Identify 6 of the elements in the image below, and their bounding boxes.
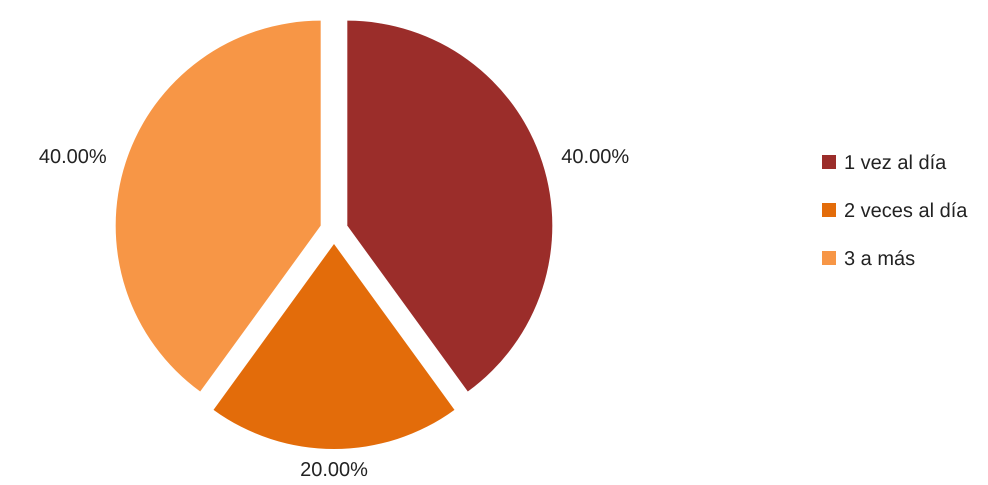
data-label: 40.00%: [38, 146, 107, 168]
legend-label: 2 veces al día: [844, 200, 968, 222]
data-label: 40.00%: [561, 146, 630, 168]
legend-label: 1 vez al día: [844, 152, 948, 174]
legend-label: 3 a más: [844, 248, 916, 270]
data-label: 20.00%: [300, 459, 368, 481]
